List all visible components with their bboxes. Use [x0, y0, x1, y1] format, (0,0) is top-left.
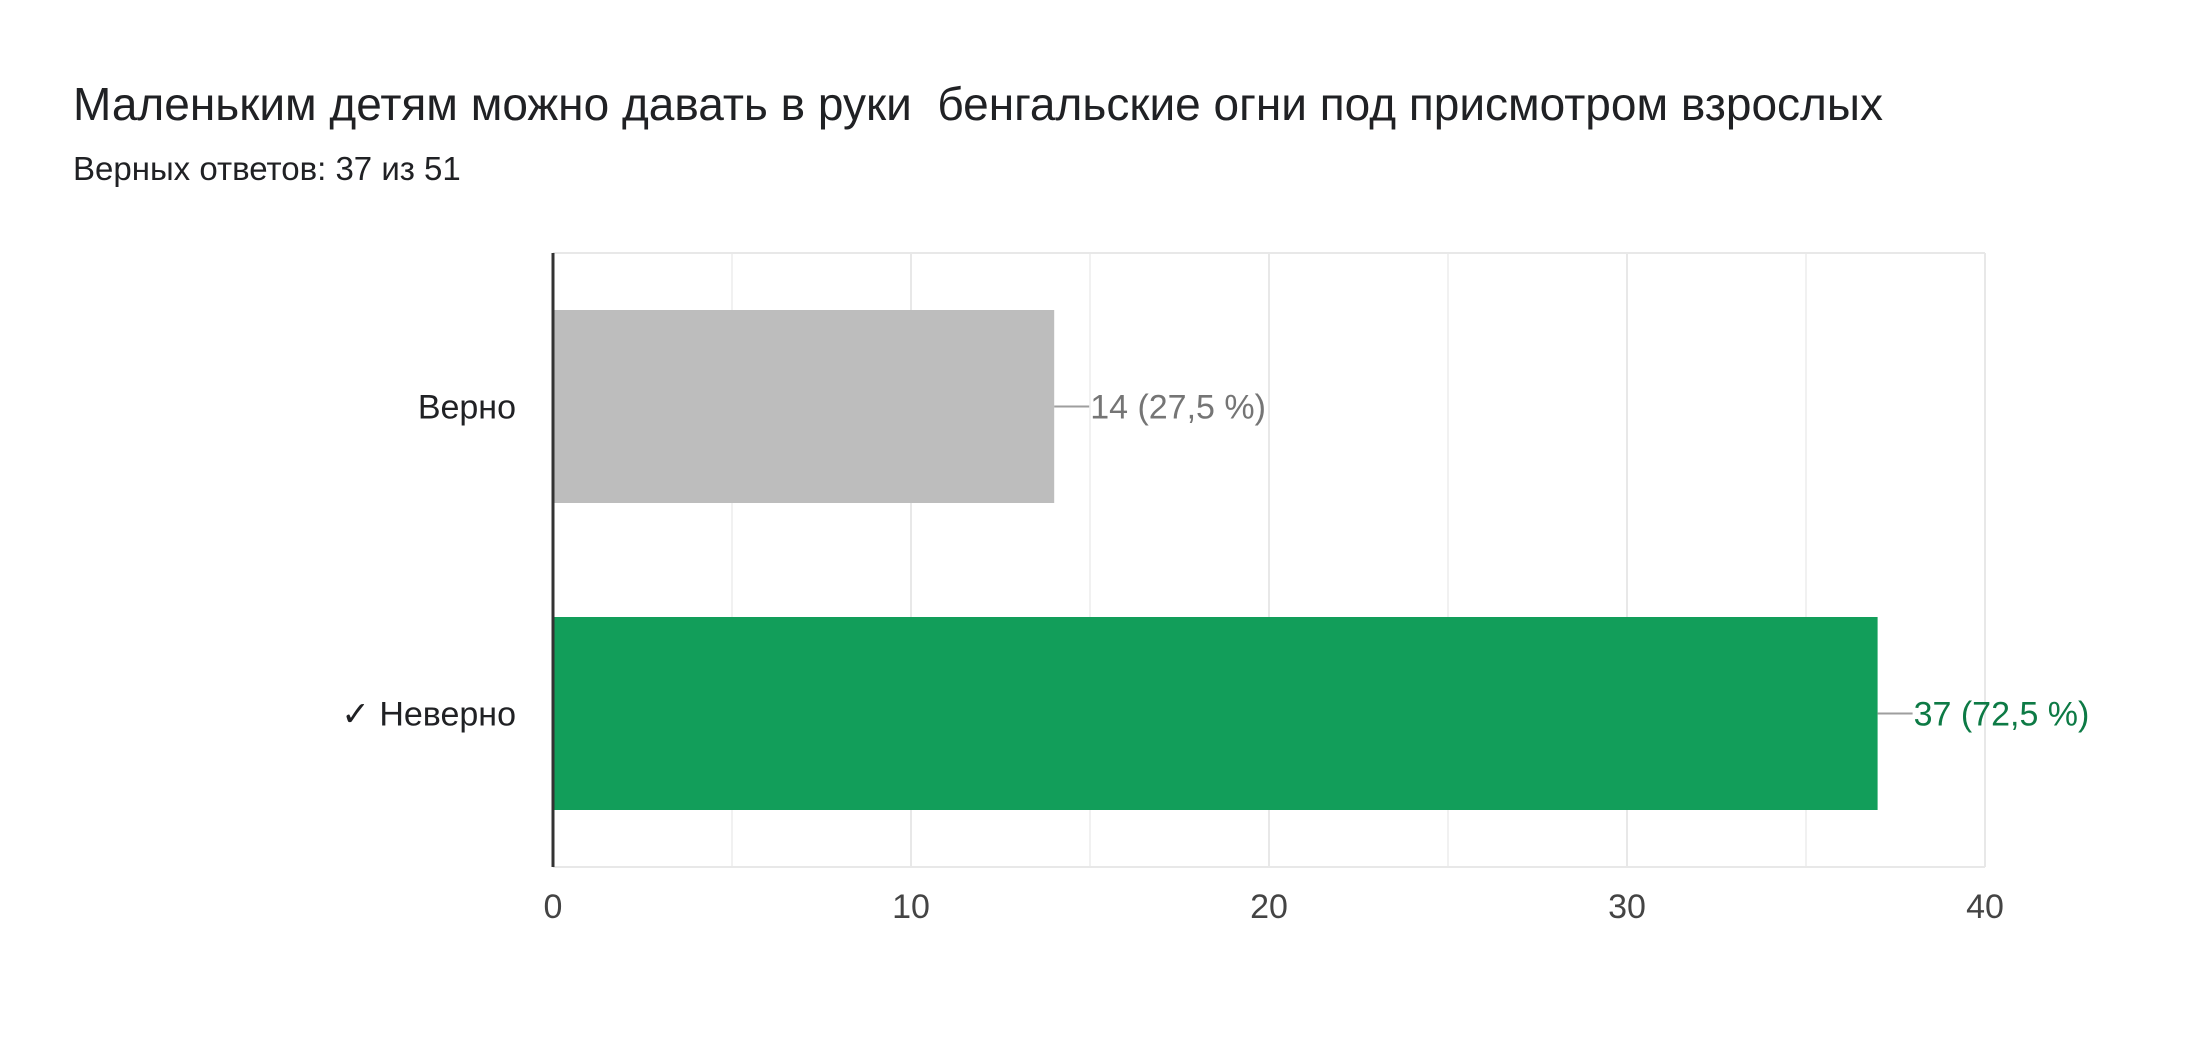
data-label: 37 (72,5 %) — [1914, 696, 2090, 734]
bar-correct-answer — [553, 617, 1878, 810]
x-tick-label: 10 — [892, 888, 930, 926]
category-label: ✓ Неверно — [341, 696, 516, 734]
x-tick-label: 30 — [1608, 888, 1646, 926]
question-title: Маленьким детям можно давать в руки бенг… — [73, 78, 1883, 130]
data-label: 14 (27,5 %) — [1090, 389, 1266, 427]
correct-answers-summary: Верных ответов: 37 из 51 — [73, 150, 461, 187]
x-tick-label: 0 — [544, 888, 563, 926]
x-tick-label: 20 — [1250, 888, 1288, 926]
category-label: Верно — [418, 389, 516, 427]
bar-answer — [553, 310, 1055, 503]
x-tick-label: 40 — [1966, 888, 2004, 926]
